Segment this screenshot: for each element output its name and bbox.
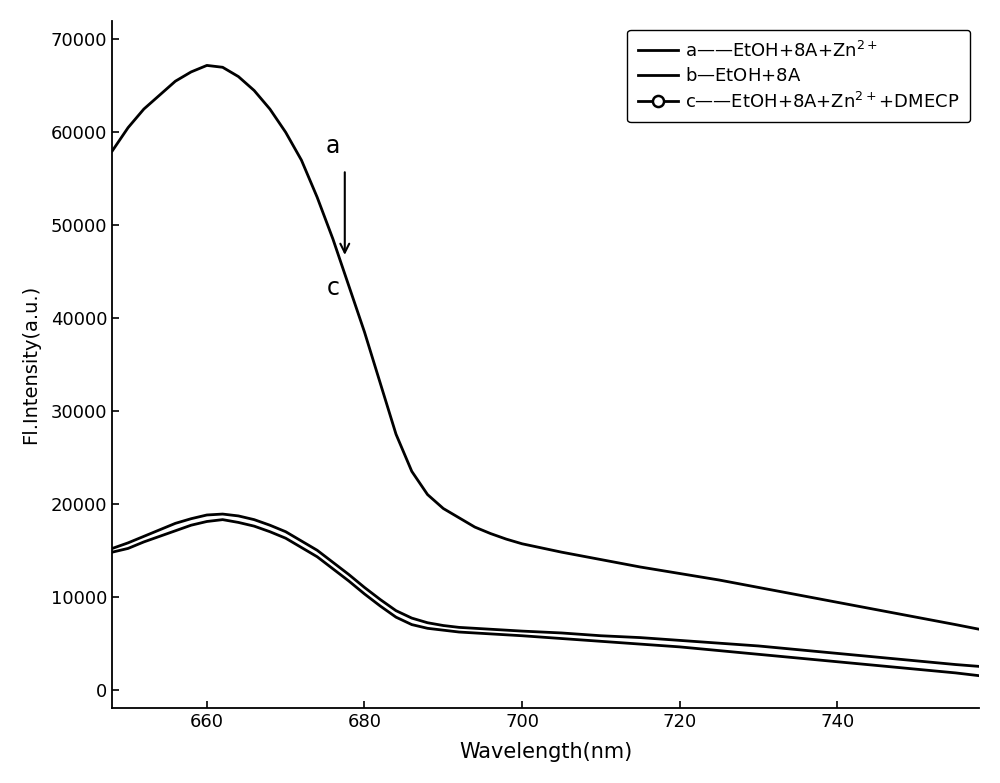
Text: c: c [326,276,339,300]
Legend: a$\mathdefault{——}$EtOH+8A+Zn$^{2+}$, b$\mathdefault{—}$EtOH+8A, c$\mathdefault{: a$\mathdefault{——}$EtOH+8A+Zn$^{2+}$, b$… [627,30,970,122]
Text: a: a [326,135,340,158]
X-axis label: Wavelength(nm): Wavelength(nm) [459,742,632,762]
Y-axis label: Fl.Intensity(a.u.): Fl.Intensity(a.u.) [21,285,40,444]
